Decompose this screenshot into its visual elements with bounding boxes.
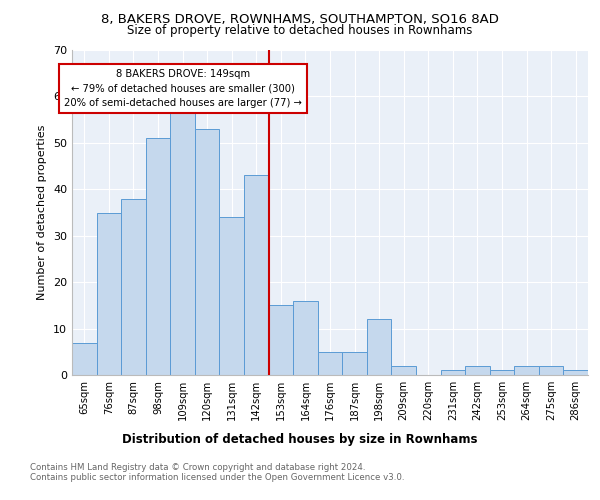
Bar: [220, 217, 244, 375]
Y-axis label: Number of detached properties: Number of detached properties: [37, 125, 47, 300]
Bar: [391, 366, 416, 375]
Text: Size of property relative to detached houses in Rownhams: Size of property relative to detached ho…: [127, 24, 473, 37]
Bar: [563, 370, 588, 375]
Bar: [440, 370, 465, 375]
Bar: [146, 138, 170, 375]
Bar: [367, 320, 391, 375]
Bar: [97, 212, 121, 375]
Text: Distribution of detached houses by size in Rownhams: Distribution of detached houses by size …: [122, 432, 478, 446]
Bar: [293, 300, 318, 375]
Text: 8 BAKERS DROVE: 149sqm
← 79% of detached houses are smaller (300)
20% of semi-de: 8 BAKERS DROVE: 149sqm ← 79% of detached…: [64, 68, 302, 108]
Bar: [244, 176, 269, 375]
Bar: [121, 198, 146, 375]
Bar: [465, 366, 490, 375]
Bar: [342, 352, 367, 375]
Bar: [269, 306, 293, 375]
Bar: [514, 366, 539, 375]
Text: 8, BAKERS DROVE, ROWNHAMS, SOUTHAMPTON, SO16 8AD: 8, BAKERS DROVE, ROWNHAMS, SOUTHAMPTON, …: [101, 12, 499, 26]
Bar: [195, 129, 220, 375]
Bar: [318, 352, 342, 375]
Bar: [539, 366, 563, 375]
Bar: [72, 342, 97, 375]
Bar: [170, 110, 195, 375]
Bar: [490, 370, 514, 375]
Text: Contains HM Land Registry data © Crown copyright and database right 2024.
Contai: Contains HM Land Registry data © Crown c…: [30, 462, 404, 482]
